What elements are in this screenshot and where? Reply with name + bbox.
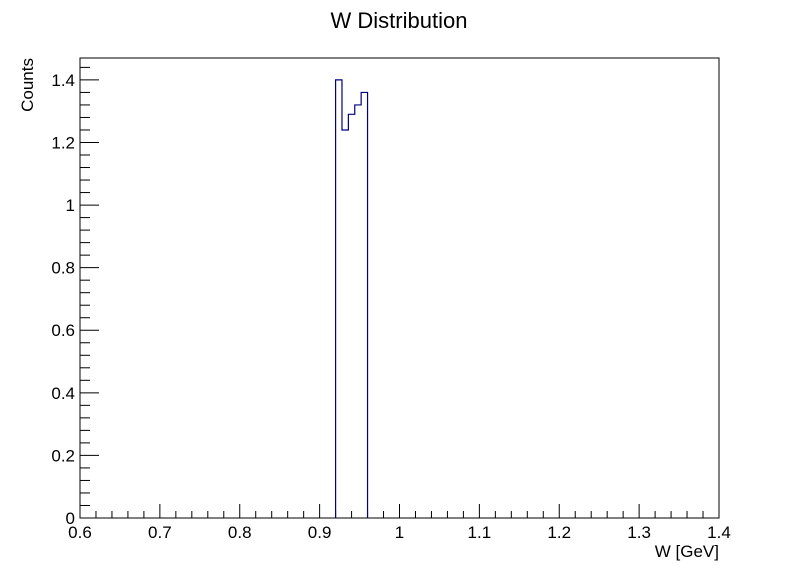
y-axis-label: Counts <box>18 58 37 112</box>
histogram-bin <box>348 114 354 518</box>
x-tick-label: 1.3 <box>627 523 651 542</box>
y-tick-label: 0.8 <box>51 259 75 278</box>
y-tick-label: 1.2 <box>51 133 75 152</box>
histogram-bin <box>336 80 342 518</box>
y-tick-label: 0 <box>66 509 75 528</box>
y-tick-label: 0.6 <box>51 321 75 340</box>
histogram-bins <box>335 79 369 518</box>
y-axis-ticks <box>80 66 99 519</box>
histogram-bin <box>361 92 367 518</box>
x-tick-label: 0.6 <box>68 523 92 542</box>
y-tick-label: 0.4 <box>51 384 75 403</box>
y-tick-label: 1 <box>66 196 75 215</box>
x-axis-label: W [GeV] <box>655 542 719 561</box>
plot-frame <box>79 57 720 519</box>
x-tick-label: 1.1 <box>468 523 492 542</box>
x-axis-ticks <box>79 504 720 518</box>
chart-title: W Distribution <box>331 8 468 33</box>
x-tick-label: 0.7 <box>148 523 172 542</box>
y-axis-tick-labels: 0 0.2 0.4 0.6 0.8 1 1.2 1.4 <box>51 71 75 528</box>
x-axis-tick-labels: 0.6 0.7 0.8 0.9 1 1.1 1.2 1.3 1.4 <box>68 523 731 542</box>
x-tick-label: 0.9 <box>308 523 332 542</box>
histogram-bin <box>355 105 361 518</box>
x-tick-label: 1.4 <box>707 523 731 542</box>
x-tick-label: 1 <box>395 523 404 542</box>
histogram-outline <box>335 79 369 518</box>
y-tick-label: 0.2 <box>51 446 75 465</box>
histogram-bin <box>342 130 348 518</box>
x-tick-label: 1.2 <box>547 523 571 542</box>
y-tick-label: 1.4 <box>51 71 75 90</box>
x-tick-label: 0.8 <box>228 523 252 542</box>
